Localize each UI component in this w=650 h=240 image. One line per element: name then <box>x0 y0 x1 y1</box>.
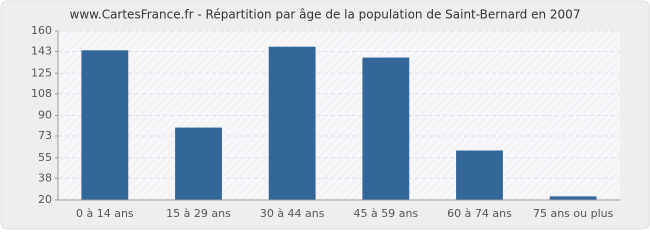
y-tick-label: 55 <box>38 151 52 164</box>
x-tick-label: 0 à 14 ans <box>76 207 134 220</box>
bar <box>268 46 316 200</box>
chart-title: www.CartesFrance.fr - Répartition par âg… <box>70 8 581 22</box>
bar <box>175 127 222 200</box>
bar <box>549 196 597 200</box>
y-tick-label: 38 <box>38 171 52 184</box>
x-tick-label: 15 à 29 ans <box>166 207 231 220</box>
x-tick-label: 45 à 59 ans <box>353 207 418 220</box>
y-tick-label: 143 <box>31 45 52 58</box>
bar <box>456 150 503 200</box>
y-tick-label: 160 <box>31 24 52 37</box>
y-tick-label: 20 <box>38 193 52 206</box>
x-tick-label: 60 à 74 ans <box>447 207 512 220</box>
y-tick-label: 108 <box>31 87 52 100</box>
y-tick-label: 90 <box>38 109 52 122</box>
chart: www.CartesFrance.fr - Répartition par âg… <box>0 0 650 230</box>
x-tick-label: 30 à 44 ans <box>260 207 325 220</box>
y-tick-label: 125 <box>31 66 52 79</box>
page: www.CartesFrance.fr - Répartition par âg… <box>0 0 650 230</box>
x-tick-label: 75 ans ou plus <box>533 207 614 220</box>
y-tick-label: 73 <box>38 129 52 142</box>
bar <box>362 57 410 200</box>
bar <box>81 50 129 200</box>
